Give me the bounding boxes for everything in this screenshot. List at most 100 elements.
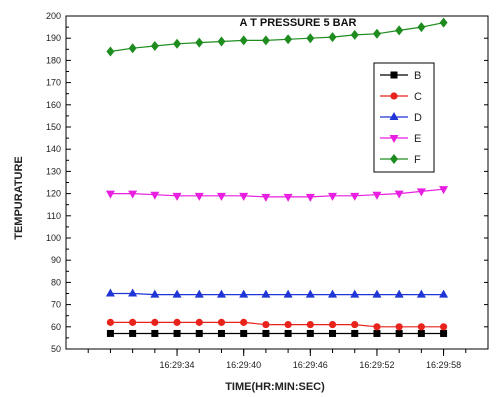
data-point-B [106,329,114,337]
data-point-B [329,329,337,337]
y-tick-label: 160 [46,100,61,110]
series-F [106,17,448,57]
data-point-B [417,329,425,337]
data-point-D [394,289,404,298]
data-point-B [151,329,159,337]
data-point-F [439,17,448,28]
legend-label: E [414,133,421,145]
data-point-B [440,329,448,337]
data-point-F [350,29,359,40]
data-point-D [150,289,160,298]
legend-item-D: D [380,112,422,124]
data-point-E [150,191,160,200]
series-E [105,186,449,202]
data-point-E [261,193,271,202]
data-point-B [173,329,181,337]
y-tick-label: 90 [51,255,61,265]
data-point-E [216,192,226,201]
data-point-F [372,28,381,39]
data-point-C [195,318,203,326]
legend-label: B [414,70,421,82]
legend-swatch-marker [390,154,398,164]
y-tick-label: 100 [46,233,61,243]
y-tick-label: 110 [47,211,61,221]
data-point-B [306,329,314,337]
data-point-C [106,318,115,326]
data-point-F [306,33,315,44]
data-point-F [239,35,248,46]
data-point-E [394,190,404,199]
legend-swatch-marker [390,92,398,100]
data-point-E [350,192,360,201]
y-axis-title: TEMPURATURE [13,156,25,240]
data-point-B [351,329,359,337]
legend-item-E: E [380,133,421,145]
y-tick-label: 60 [51,322,61,332]
x-tick-label: 16:29:52 [359,360,394,370]
data-point-F [195,37,204,48]
x-tick-label: 16:29:58 [426,360,461,370]
data-point-B [129,329,137,337]
series-C [106,318,448,331]
legend-swatch-marker [389,135,399,143]
data-point-F [395,25,404,36]
legend-item-B: B [380,70,421,82]
data-point-E [372,191,382,200]
data-point-F [106,46,115,57]
data-point-D [350,289,360,298]
data-point-C [240,318,248,326]
data-point-C [262,320,270,329]
y-tick-label: 170 [46,78,61,88]
series-B [106,329,448,337]
data-point-F [284,34,293,45]
data-point-C [129,318,137,326]
data-point-F [150,40,159,51]
data-point-C [395,323,403,331]
data-point-D [372,289,382,298]
data-point-C [373,323,381,331]
data-point-B [217,329,225,337]
series-layer [105,17,449,337]
data-point-D [194,289,204,298]
data-point-D [416,289,426,298]
data-point-D [261,289,271,298]
data-point-E [283,193,293,202]
data-point-D [328,289,338,298]
series-line-E [110,188,444,198]
data-point-C [284,320,292,329]
chart-title: A T PRESSURE 5 BAR [240,17,357,29]
x-tick-label: 16:29:34 [160,360,195,370]
data-point-B [395,329,403,337]
y-tick-label: 80 [51,277,61,287]
x-tick-label: 16:29:46 [293,360,328,370]
legend-swatch-marker [390,71,398,79]
data-point-E [105,190,115,199]
y-tick-label: 200 [46,11,61,21]
data-point-B [373,329,381,337]
series-line-F [110,22,444,53]
data-point-F [328,32,337,43]
data-point-E [172,192,182,201]
x-tick-label: 16:29:40 [226,360,261,370]
data-point-D [305,289,315,298]
data-point-B [240,329,248,337]
series-line-D [110,292,444,296]
data-point-E [328,192,338,201]
legend-item-C: C [380,91,422,103]
data-point-F [173,38,182,49]
data-point-C [439,323,448,331]
y-tick-label: 130 [46,166,61,176]
y-tick-label: 190 [46,33,61,43]
data-point-D [172,289,182,298]
data-point-E [416,188,426,197]
data-point-C [173,318,181,326]
y-tick-label: 150 [46,122,61,132]
data-point-F [417,22,426,33]
data-point-F [128,43,137,54]
y-tick-label: 140 [46,144,61,154]
data-point-B [195,329,203,337]
data-point-C [151,318,159,326]
data-point-E [439,186,449,195]
